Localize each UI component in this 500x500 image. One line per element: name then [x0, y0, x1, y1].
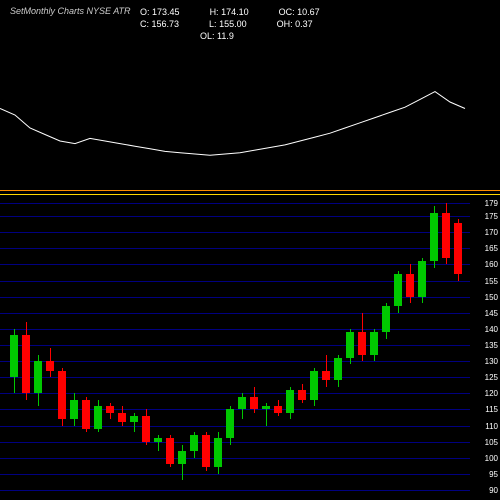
candle	[70, 200, 78, 490]
oc-value: OC: 10.67	[279, 6, 320, 18]
candle	[178, 200, 186, 490]
candle	[238, 200, 246, 490]
oh-value: OH: 0.37	[277, 18, 313, 30]
candle	[322, 200, 330, 490]
axis-label: 170	[485, 228, 498, 237]
candle	[190, 200, 198, 490]
axis-label: 145	[485, 309, 498, 318]
axis-label: 115	[485, 405, 498, 414]
chart-header: SetMonthly Charts NYSE ATR O: 173.45 H: …	[0, 0, 500, 50]
price-axis: 9095100105110115120125130135140145150155…	[472, 200, 498, 490]
candle	[250, 200, 258, 490]
candle	[454, 200, 462, 490]
candle	[370, 200, 378, 490]
axis-label: 160	[485, 260, 498, 269]
axis-label: 100	[485, 454, 498, 463]
axis-label: 179	[485, 199, 498, 208]
candle	[82, 200, 90, 490]
axis-label: 135	[485, 341, 498, 350]
candle	[262, 200, 270, 490]
open-value: O: 173.45	[140, 6, 180, 18]
candle	[10, 200, 18, 490]
ohlc-display: O: 173.45 H: 174.10 OC: 10.67 C: 156.73 …	[140, 6, 320, 42]
candle	[202, 200, 210, 490]
candle	[22, 200, 30, 490]
axis-label: 120	[485, 389, 498, 398]
chart-title: SetMonthly Charts NYSE ATR	[10, 6, 131, 16]
candle	[106, 200, 114, 490]
axis-label: 150	[485, 293, 498, 302]
candle	[358, 200, 366, 490]
ol-value: OL: 11.9	[200, 30, 234, 42]
close-value: C: 156.73	[140, 18, 179, 30]
candle	[94, 200, 102, 490]
candle	[46, 200, 54, 490]
candle	[382, 200, 390, 490]
candle	[142, 200, 150, 490]
candle	[166, 200, 174, 490]
candle	[118, 200, 126, 490]
candle	[34, 200, 42, 490]
axis-label: 90	[489, 486, 498, 495]
candle	[442, 200, 450, 490]
axis-label: 130	[485, 357, 498, 366]
axis-label: 110	[485, 422, 498, 431]
indicator-line-chart	[0, 50, 470, 180]
candle	[214, 200, 222, 490]
candle	[154, 200, 162, 490]
low-value: L: 155.00	[209, 18, 247, 30]
axis-label: 125	[485, 373, 498, 382]
chart-separator	[0, 190, 500, 196]
candle	[406, 200, 414, 490]
candle	[226, 200, 234, 490]
axis-label: 105	[485, 438, 498, 447]
axis-label: 165	[485, 244, 498, 253]
axis-label: 155	[485, 277, 498, 286]
axis-label: 140	[485, 325, 498, 334]
candle	[394, 200, 402, 490]
candle	[346, 200, 354, 490]
candle	[310, 200, 318, 490]
candle	[286, 200, 294, 490]
candlestick-chart	[0, 200, 470, 490]
candle	[58, 200, 66, 490]
high-value: H: 174.10	[210, 6, 249, 18]
candle	[430, 200, 438, 490]
candle	[334, 200, 342, 490]
axis-label: 95	[489, 470, 498, 479]
candle	[418, 200, 426, 490]
candle	[274, 200, 282, 490]
axis-label: 175	[485, 212, 498, 221]
candle	[298, 200, 306, 490]
candle	[130, 200, 138, 490]
grid-line	[0, 490, 470, 491]
